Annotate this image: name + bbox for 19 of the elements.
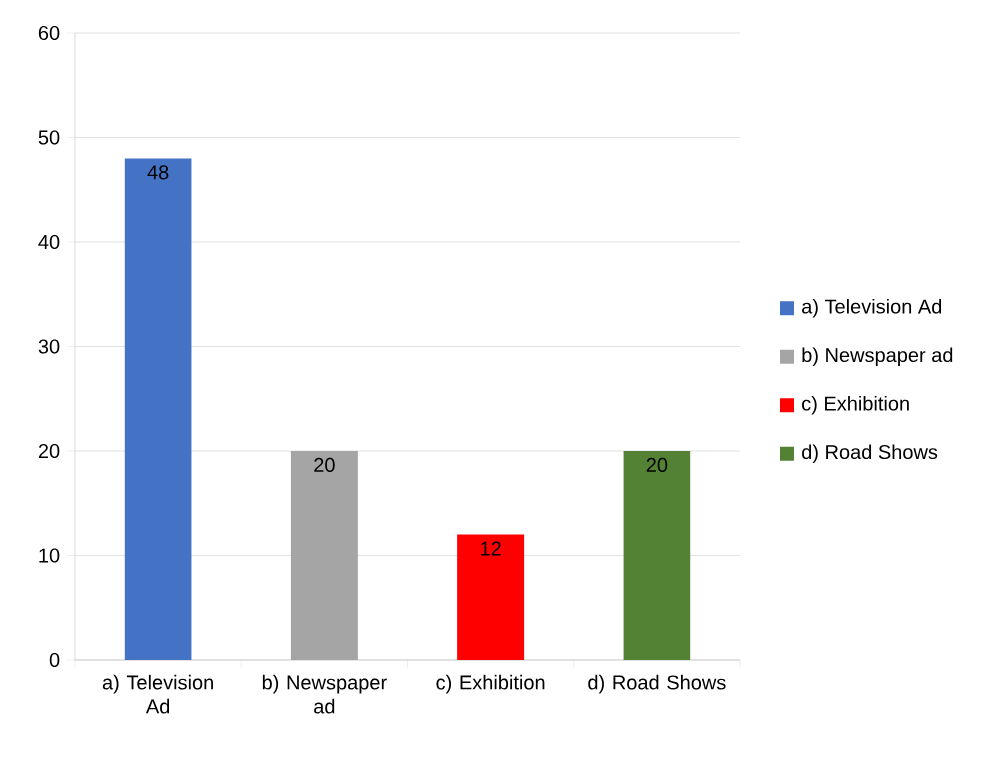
legend-label: d) Road Shows <box>802 444 938 464</box>
y-tick-label: 50 <box>38 130 60 145</box>
data-label: 20 <box>646 457 668 473</box>
x-tick-label: c) Exhibition <box>436 674 545 694</box>
data-label: 48 <box>147 165 169 180</box>
y-tick-label: 30 <box>38 339 60 354</box>
y-tick-label: 20 <box>38 443 60 459</box>
legend-label: b) Newspaper ad <box>802 347 953 367</box>
y-tick-label: 60 <box>38 25 60 41</box>
x-tick-label: b) Newspaper ad <box>262 674 387 714</box>
y-tick-label: 0 <box>49 652 60 668</box>
x-tick-label: d) Road Shows <box>588 674 726 694</box>
legend-label: c) Exhibition <box>802 395 909 415</box>
x-tick-label: a) Television Ad <box>102 674 213 714</box>
y-tick-label: 40 <box>38 234 60 250</box>
data-label: 12 <box>481 541 501 556</box>
data-label: 20 <box>314 457 335 473</box>
y-tick-label: 10 <box>39 548 60 563</box>
legend-label: a) Television Ad <box>802 298 942 318</box>
